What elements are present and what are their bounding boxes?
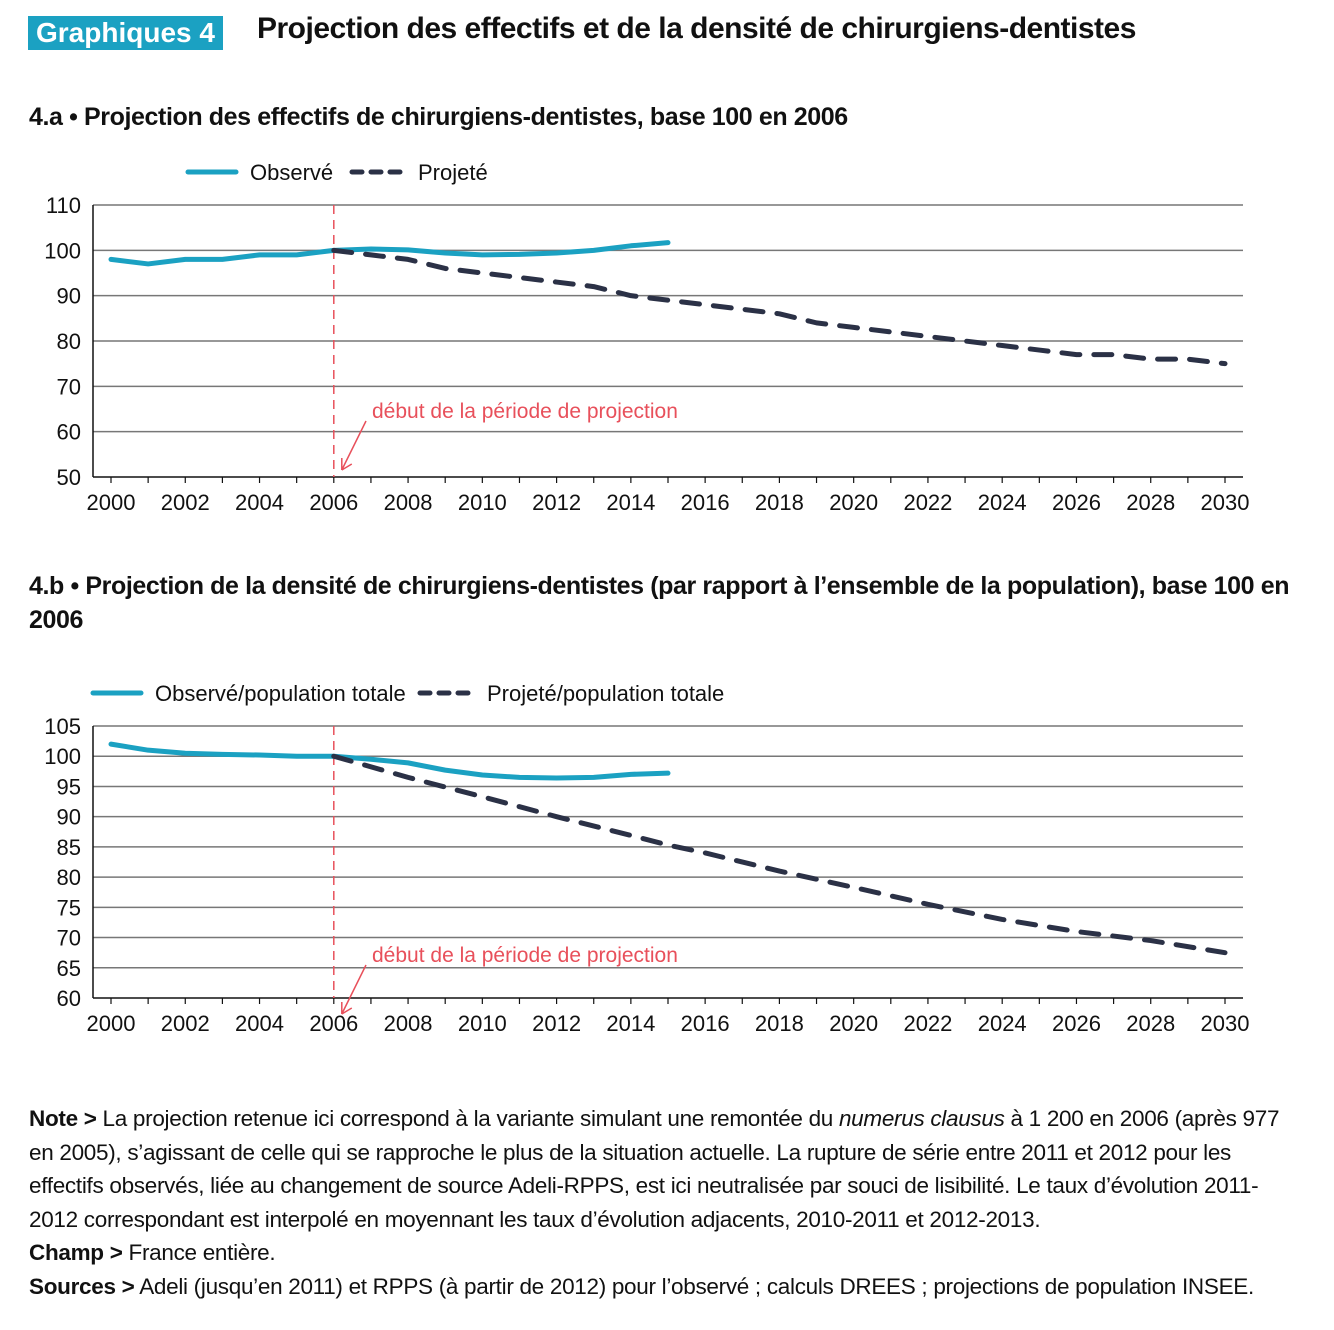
chart-a-x-tick-label: 2000 — [87, 490, 136, 515]
chart-b-x-tick-label: 2008 — [384, 1011, 433, 1036]
note-text-2: à 1 200 en 2006 (après 977 en 2005), s’a… — [29, 1106, 1280, 1232]
chart-a-x-tick-label: 2018 — [755, 490, 804, 515]
chart-a-x-tick-label: 2026 — [1052, 490, 1101, 515]
champ-text: France entière. — [122, 1240, 276, 1265]
chart-b-y-tick-label: 60 — [57, 986, 81, 1011]
chart-b-x-tick-label: 2014 — [606, 1011, 655, 1036]
chart-b-x-tick-label: 2024 — [978, 1011, 1027, 1036]
chart-a-x-tick-label: 2002 — [161, 490, 210, 515]
chart-a-legend-label: Observé — [250, 160, 333, 185]
chart-b-annotation-arrow-icon — [341, 964, 367, 1015]
sources-label: Sources > — [29, 1273, 135, 1299]
chart-a-y-tick-label: 90 — [57, 284, 81, 309]
chart-b-y-tick-label: 75 — [57, 895, 81, 920]
champ-label: Champ > — [29, 1240, 123, 1265]
chart-b-x-tick-label: 2016 — [681, 1011, 730, 1036]
chart-a-x-tick-label: 2022 — [903, 490, 952, 515]
chart-b-series-observed-line — [108, 741, 671, 781]
chart-b-y-tick-label: 100 — [44, 744, 81, 769]
chart-a-series-projected-line — [331, 247, 1228, 367]
chart-a-annotation-label: début de la période de projection — [372, 400, 678, 423]
chart-a-x-tick-label: 2006 — [309, 490, 358, 515]
sources-paragraph: Sources > Adeli (jusqu’en 2011) et RPPS … — [29, 1270, 1289, 1304]
chart-a-y-tick-label: 110 — [46, 193, 81, 218]
chart-a-y-tick-label: 60 — [57, 420, 81, 445]
chart-b-annotation-label: début de la période de projection — [372, 944, 678, 967]
chart-a-legend-label: Projeté — [418, 160, 488, 185]
chart-a-x-tick-label: 2016 — [681, 490, 730, 515]
sources-text: Adeli (jusqu’en 2011) et RPPS (à partir … — [134, 1273, 1254, 1299]
chart-b-x-tick-label: 2020 — [829, 1011, 878, 1036]
champ-paragraph: Champ > France entière. — [29, 1236, 1289, 1270]
chart-b-series-projected-line — [331, 753, 1228, 956]
chart-b-x-tick-label: 2022 — [903, 1011, 952, 1036]
chart-a-y-tick-label: 80 — [57, 329, 81, 354]
chart-a-x-tick-label: 2024 — [978, 490, 1027, 515]
chart-a-x-tick-label: 2030 — [1201, 490, 1250, 515]
chart-a-x-tick-label: 2020 — [829, 490, 878, 515]
chart-b-x-tick-label: 2026 — [1052, 1011, 1101, 1036]
chart-b-x-tick-label: 2030 — [1201, 1011, 1250, 1036]
chart-a-series-observed-line — [108, 240, 671, 267]
figure-badge: Graphiques 4 — [28, 16, 223, 50]
chart-a-title: 4.a • Projection des effectifs de chirur… — [29, 103, 848, 131]
chart-b-y-tick-label: 85 — [57, 835, 81, 860]
figure-title: Projection des effectifs et de la densit… — [257, 12, 1136, 45]
chart-a-x-tick-label: 2012 — [532, 490, 581, 515]
chart-a-x-tick-label: 2014 — [606, 490, 655, 515]
chart-a-x-tick-label: 2008 — [384, 490, 433, 515]
chart-a-y-tick-label: 100 — [44, 238, 81, 263]
chart-b-x-tick-label: 2012 — [532, 1011, 581, 1036]
chart-b-x-tick-label: 2018 — [755, 1011, 804, 1036]
chart-b-x-tick-label: 2002 — [161, 1011, 210, 1036]
chart-b-title: 4.b • Projection de la densité de chirur… — [29, 572, 1290, 634]
chart-b-x-tick-label: 2028 — [1126, 1011, 1175, 1036]
chart-b-y-tick-label: 70 — [57, 926, 81, 951]
chart-b-y-tick-label: 105 — [44, 714, 81, 739]
notes: Note > La projection retenue ici corresp… — [29, 1102, 1289, 1303]
chart-b-y-tick-label: 65 — [57, 956, 81, 981]
chart-a-x-tick-label: 2004 — [235, 490, 284, 515]
note-text: La projection retenue ici correspond à l… — [96, 1106, 839, 1131]
chart-b-legend-label: Projeté/population totale — [487, 681, 724, 706]
chart-a-annotation-arrow-icon — [341, 420, 367, 471]
chart-a-y-tick-label: 70 — [57, 374, 81, 399]
chart-b-y-tick-label: 95 — [57, 774, 81, 799]
chart-b-x-tick-label: 2000 — [87, 1011, 136, 1036]
chart-a-x-tick-label: 2028 — [1126, 490, 1175, 515]
chart-b-x-tick-label: 2004 — [235, 1011, 284, 1036]
note-label: Note > — [29, 1106, 97, 1131]
note-paragraph: Note > La projection retenue ici corresp… — [29, 1102, 1289, 1236]
chart-b-y-tick-label: 90 — [57, 805, 81, 830]
chart-b-x-tick-label: 2006 — [309, 1011, 358, 1036]
note-italic: numerus clausus — [838, 1106, 1005, 1131]
chart-b-y-tick-label: 80 — [57, 865, 81, 890]
chart-b-x-tick-label: 2010 — [458, 1011, 507, 1036]
chart-a-x-tick-label: 2010 — [458, 490, 507, 515]
chart-a-y-tick-label: 50 — [57, 465, 81, 490]
chart-b-legend-label: Observé/population totale — [155, 681, 406, 706]
